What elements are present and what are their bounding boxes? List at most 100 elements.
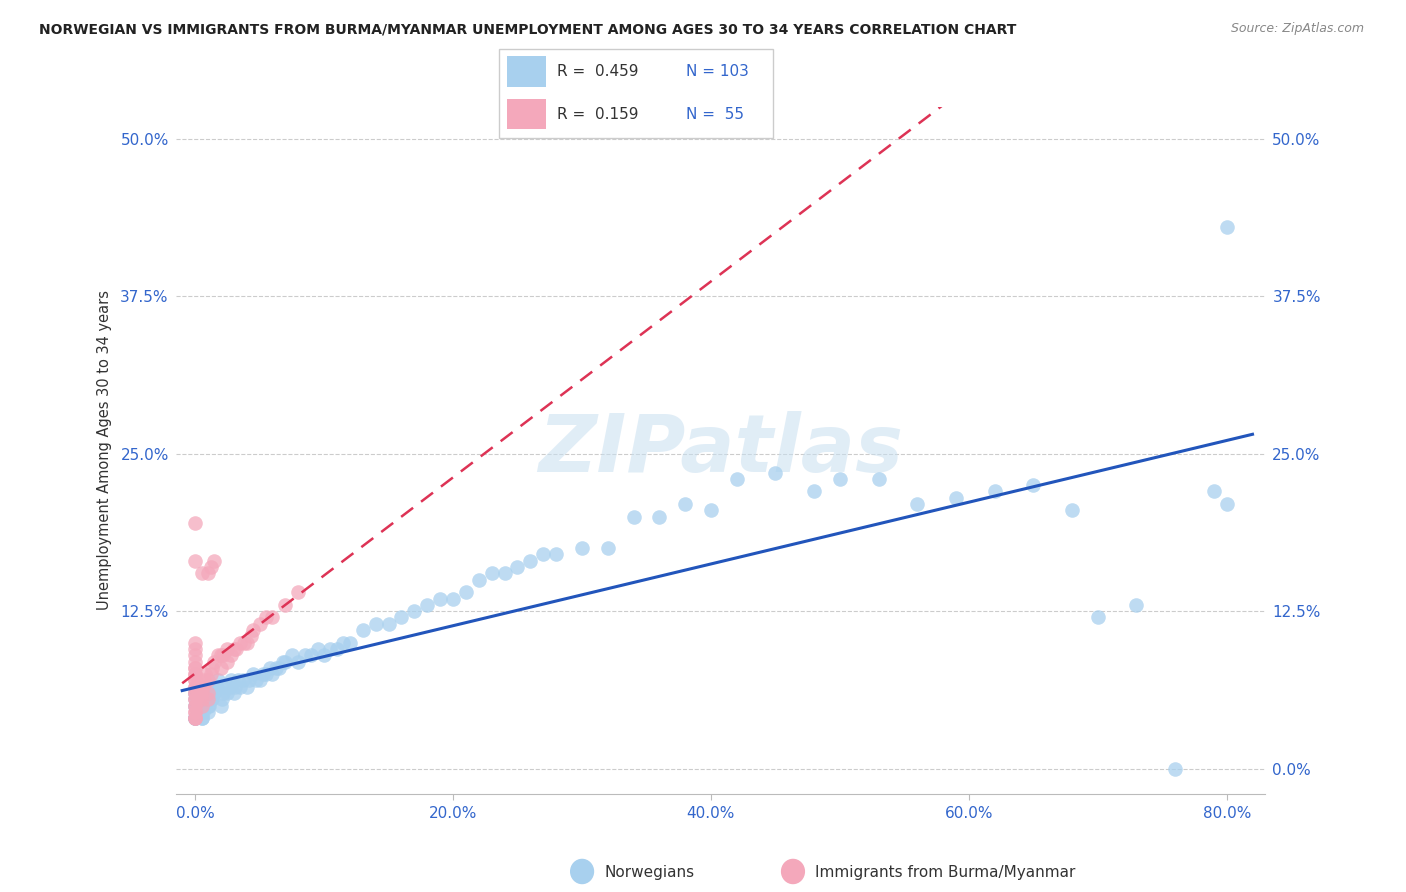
Point [262, 667, 284, 681]
Text: Source: ZipAtlas.com: Source: ZipAtlas.com [1230, 22, 1364, 36]
Point [197, 673, 219, 688]
Point [207, 673, 229, 688]
Point [868, 472, 890, 486]
Point [673, 497, 696, 511]
Point [332, 635, 354, 649]
Point [200, 692, 222, 706]
Point [235, 635, 257, 649]
Point [245, 673, 267, 688]
Point [249, 616, 271, 631]
Point [201, 692, 224, 706]
Point [254, 667, 277, 681]
Point [239, 629, 262, 643]
Text: ZIPatlas: ZIPatlas [538, 411, 903, 490]
Point [222, 642, 245, 657]
Point [429, 591, 451, 606]
Point [294, 648, 316, 663]
Point [184, 655, 207, 669]
Point [377, 616, 399, 631]
Point [184, 711, 207, 725]
Point [468, 573, 491, 587]
Point [184, 711, 207, 725]
Text: N = 103: N = 103 [686, 64, 748, 78]
Circle shape [571, 860, 593, 883]
Point [197, 698, 219, 713]
Point [204, 680, 226, 694]
Point [184, 711, 207, 725]
Point [191, 680, 214, 694]
Point [184, 698, 207, 713]
Point [1060, 503, 1083, 517]
Point [190, 705, 212, 719]
Point [299, 648, 322, 663]
Point [249, 673, 271, 688]
Point [828, 472, 851, 486]
Point [242, 623, 264, 637]
Point [1087, 610, 1109, 624]
Point [184, 667, 207, 681]
Point [226, 673, 249, 688]
Point [312, 648, 335, 663]
Point [190, 686, 212, 700]
Point [201, 661, 224, 675]
Point [191, 698, 214, 713]
Text: Norwegians: Norwegians [605, 865, 695, 880]
Point [184, 642, 207, 657]
Point [531, 548, 554, 562]
Point [217, 686, 239, 700]
Point [339, 635, 361, 649]
Point [364, 616, 387, 631]
Point [229, 680, 252, 694]
Point [193, 698, 215, 713]
Point [184, 692, 207, 706]
Point [184, 705, 207, 719]
Point [184, 711, 207, 725]
Point [184, 711, 207, 725]
Point [184, 711, 207, 725]
Point [214, 680, 236, 694]
Point [232, 673, 254, 688]
Point [184, 516, 207, 530]
Bar [508, 99, 546, 129]
Point [281, 648, 304, 663]
Point [202, 686, 225, 700]
Point [1202, 484, 1225, 499]
Point [763, 466, 786, 480]
Point [184, 686, 207, 700]
Point [1125, 598, 1147, 612]
Point [506, 560, 529, 574]
Point [184, 686, 207, 700]
Point [219, 648, 242, 663]
Point [262, 610, 284, 624]
Point [184, 667, 207, 681]
Point [983, 484, 1005, 499]
Point [190, 680, 212, 694]
Point [219, 673, 242, 688]
Point [494, 566, 516, 581]
Point [211, 692, 233, 706]
Text: Immigrants from Burma/Myanmar: Immigrants from Burma/Myanmar [815, 865, 1076, 880]
Point [184, 686, 207, 700]
Point [204, 554, 226, 568]
Point [391, 610, 413, 624]
Point [404, 604, 426, 618]
Circle shape [782, 860, 804, 883]
Point [184, 705, 207, 719]
Point [519, 554, 541, 568]
Point [252, 667, 274, 681]
Y-axis label: Unemployment Among Ages 30 to 34 years: Unemployment Among Ages 30 to 34 years [97, 291, 112, 610]
Point [454, 585, 477, 599]
Point [266, 661, 288, 675]
Point [197, 566, 219, 581]
Point [190, 698, 212, 713]
Point [184, 698, 207, 713]
Point [195, 686, 218, 700]
Point [190, 566, 212, 581]
Point [212, 648, 235, 663]
Point [204, 655, 226, 669]
Point [326, 642, 349, 657]
Point [204, 686, 226, 700]
Point [271, 655, 294, 669]
Point [623, 509, 645, 524]
Point [184, 698, 207, 713]
